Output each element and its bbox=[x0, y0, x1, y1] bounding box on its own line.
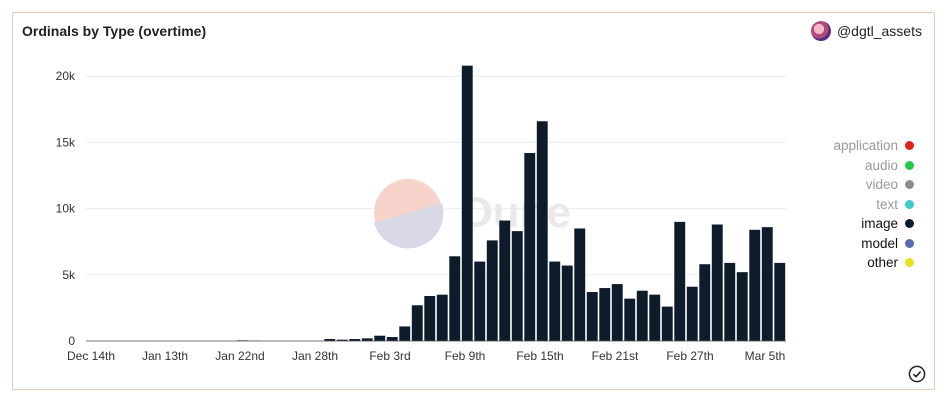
legend-item-model[interactable]: model bbox=[774, 234, 914, 254]
legend-item-other[interactable]: other bbox=[774, 253, 914, 273]
x-tick-label: Dec 14th bbox=[67, 349, 115, 363]
bar bbox=[449, 256, 461, 341]
legend-item-audio[interactable]: audio bbox=[774, 156, 914, 176]
legend-label: model bbox=[861, 235, 898, 251]
bar bbox=[474, 261, 486, 341]
bar bbox=[574, 228, 586, 341]
x-axis: Dec 14th Jan 13th Jan 22nd Jan 28th Feb 3rd F… bbox=[67, 349, 785, 363]
bar bbox=[761, 227, 773, 341]
legend: application audio video text image model other bbox=[774, 136, 914, 273]
bar bbox=[736, 272, 748, 341]
y-tick-label: 20k bbox=[56, 69, 76, 83]
x-tick-label: Jan 13th bbox=[142, 349, 188, 363]
check-circle-icon[interactable] bbox=[908, 365, 926, 383]
legend-item-text[interactable]: text bbox=[774, 195, 914, 215]
bar bbox=[724, 262, 736, 341]
brand[interactable]: @dgtl_assets bbox=[810, 21, 922, 41]
x-tick-label: Jan 22nd bbox=[215, 349, 264, 363]
chart-title: Ordinals by Type (overtime) bbox=[22, 23, 207, 39]
bar bbox=[486, 240, 498, 341]
bar bbox=[511, 231, 523, 341]
x-tick-label: Jan 28th bbox=[292, 349, 338, 363]
bar bbox=[624, 298, 636, 341]
legend-label: image bbox=[861, 216, 898, 232]
legend-dot bbox=[905, 219, 914, 229]
bar bbox=[699, 264, 711, 341]
bar bbox=[661, 306, 673, 341]
watermark-text: Dune bbox=[461, 188, 571, 237]
bar bbox=[336, 339, 348, 341]
bar bbox=[599, 288, 611, 341]
legend-dot bbox=[905, 199, 914, 209]
y-tick-label: 10k bbox=[56, 202, 76, 216]
bar bbox=[674, 221, 686, 341]
legend-label: other bbox=[867, 255, 898, 271]
legend-label: video bbox=[865, 177, 898, 193]
bar-chart: Dune 0 5k 10k 15k 20k Dec 14th Jan 13th Jan 22… bbox=[56, 65, 786, 363]
bar bbox=[774, 262, 786, 341]
bar bbox=[424, 295, 436, 341]
bar bbox=[399, 326, 411, 341]
bar bbox=[611, 284, 623, 341]
legend-label: audio bbox=[864, 157, 898, 173]
x-tick-label: Feb 27th bbox=[666, 349, 713, 363]
chart-card: Ordinals by Type (overtime) @dgtl_assets… bbox=[12, 12, 935, 390]
bar bbox=[549, 261, 561, 341]
legend-dot bbox=[905, 258, 914, 268]
bar bbox=[524, 153, 536, 341]
bar bbox=[561, 265, 573, 341]
y-tick-label: 15k bbox=[56, 135, 76, 149]
x-tick-label: Feb 21st bbox=[592, 349, 639, 363]
x-tick-label: Feb 3rd bbox=[369, 349, 410, 363]
y-tick-label: 0 bbox=[68, 334, 75, 348]
bar bbox=[749, 229, 761, 341]
bar bbox=[436, 294, 448, 341]
y-axis: 0 5k 10k 15k 20k bbox=[56, 69, 76, 348]
bar bbox=[686, 286, 698, 341]
bar bbox=[536, 121, 548, 341]
avatar bbox=[810, 21, 831, 41]
legend-dot bbox=[905, 238, 914, 248]
legend-dot bbox=[905, 160, 914, 170]
legend-item-image[interactable]: image bbox=[774, 214, 914, 234]
bar bbox=[461, 65, 473, 341]
bar bbox=[636, 290, 648, 341]
bar bbox=[324, 339, 336, 341]
x-tick-label: Feb 15th bbox=[516, 349, 563, 363]
bar bbox=[499, 220, 511, 341]
bar bbox=[349, 339, 361, 341]
x-tick-label: Mar 5th bbox=[745, 349, 786, 363]
brand-handle[interactable]: @dgtl_assets bbox=[836, 23, 922, 39]
bar bbox=[386, 337, 398, 341]
legend-item-application[interactable]: application bbox=[774, 136, 914, 156]
legend-label: text bbox=[876, 196, 898, 212]
bar bbox=[711, 224, 723, 341]
bar bbox=[374, 335, 386, 341]
legend-item-video[interactable]: video bbox=[774, 175, 914, 195]
y-tick-label: 5k bbox=[62, 268, 76, 282]
bar bbox=[649, 294, 661, 341]
x-tick-label: Feb 9th bbox=[445, 349, 486, 363]
bars bbox=[86, 65, 786, 342]
watermark-wedge bbox=[374, 203, 444, 249]
bar bbox=[361, 338, 373, 341]
bar bbox=[411, 305, 423, 341]
dune-watermark: Dune bbox=[374, 179, 571, 249]
legend-label: application bbox=[833, 138, 898, 154]
legend-dot bbox=[905, 180, 914, 190]
bar bbox=[586, 292, 598, 341]
legend-dot bbox=[905, 141, 914, 151]
